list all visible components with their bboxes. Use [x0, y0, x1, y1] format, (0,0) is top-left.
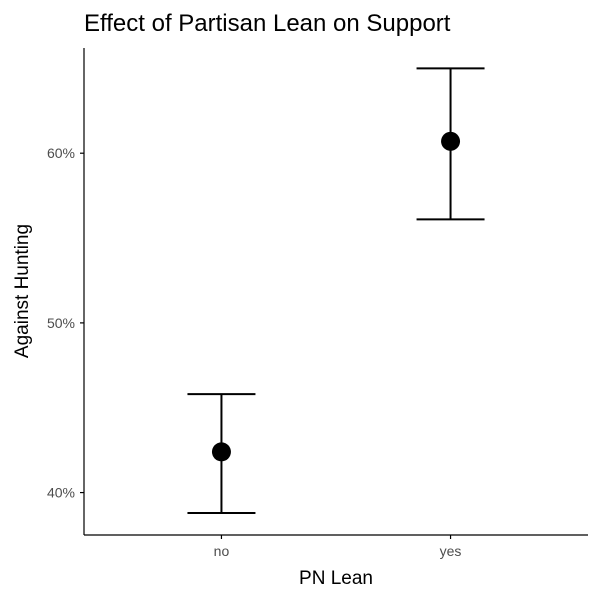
- x-tick-label: no: [214, 543, 230, 559]
- x-axis-ticks: no yes: [214, 535, 462, 559]
- plot-area: [187, 67, 485, 514]
- x-tick-label: yes: [440, 543, 462, 559]
- y-axis-ticks: 40% 50% 60%: [47, 145, 84, 501]
- data-point-no: [211, 442, 231, 462]
- errorbar-no: [187, 393, 256, 514]
- data-point-yes: [441, 131, 461, 151]
- chart-title: Effect of Partisan Lean on Support: [84, 10, 451, 37]
- y-tick-label: 50%: [47, 315, 75, 331]
- y-tick-label: 60%: [47, 145, 75, 161]
- y-axis-label: Against Hunting: [12, 224, 33, 358]
- y-tick-label: 40%: [47, 485, 75, 501]
- x-axis-label: PN Lean: [299, 568, 373, 589]
- errorbar-yes: [416, 67, 485, 221]
